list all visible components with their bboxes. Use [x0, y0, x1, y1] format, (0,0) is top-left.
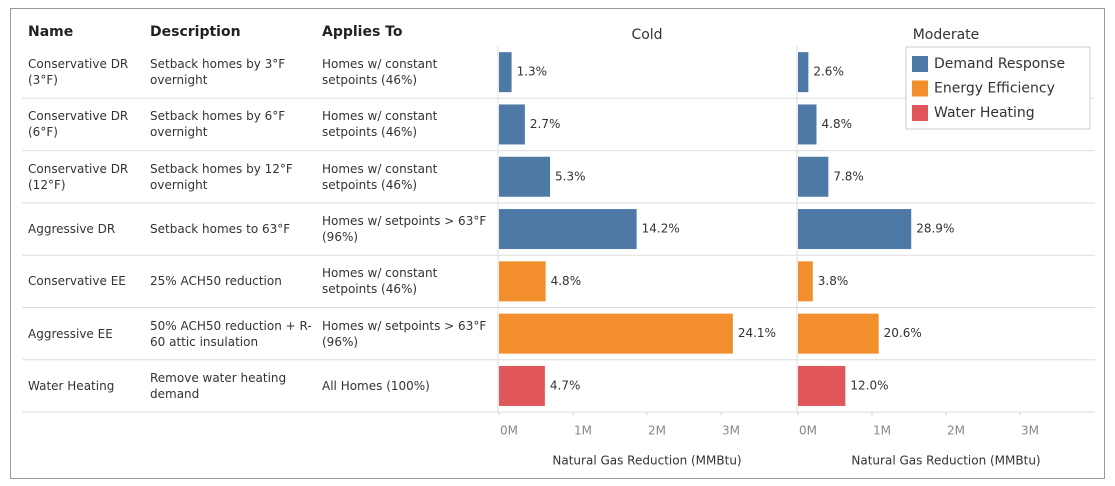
- bar: [499, 156, 551, 197]
- bar-label: 3.8%: [818, 274, 849, 288]
- row-applies-to: Homes w/ constant setpoints (46%): [322, 266, 438, 297]
- row-description: 50% ACH50 reduction + R-60 attic insulat…: [150, 318, 312, 349]
- bar: [798, 313, 879, 354]
- row-description: 25% ACH50 reduction: [150, 274, 282, 289]
- legend-swatch: [912, 105, 928, 121]
- legend-label: Energy Efficiency: [934, 81, 1055, 97]
- row-name: Conservative DR (12°F): [28, 161, 129, 192]
- x-tick-label: 0M: [500, 424, 518, 438]
- row-applies-to: Homes w/ constant setpoints (46%): [322, 57, 438, 88]
- row-applies-to: Homes w/ setpoints > 63°F (96%): [322, 318, 487, 349]
- column-header: Name: [28, 24, 74, 40]
- row-description: Remove water heating demand: [150, 370, 287, 401]
- bar-label: 4.8%: [551, 274, 582, 288]
- legend-box: [905, 46, 1091, 130]
- bar: [798, 261, 813, 302]
- bar-label: 4.8%: [822, 117, 853, 131]
- bar: [499, 313, 733, 354]
- bar: [798, 52, 809, 93]
- row-name: Aggressive DR: [28, 222, 116, 237]
- column-header: Applies To: [322, 24, 403, 40]
- row-applies-to: All Homes (100%): [322, 378, 430, 393]
- x-tick-label: 1M: [873, 424, 891, 438]
- legend-label: Demand Response: [934, 56, 1065, 72]
- bar-label: 14.2%: [642, 222, 680, 236]
- bar-label: 12.0%: [850, 378, 888, 392]
- bar-label: 2.6%: [813, 65, 844, 79]
- bar-label: 24.1%: [738, 326, 776, 340]
- column-header: Description: [150, 24, 241, 40]
- row-name: Conservative DR (3°F): [28, 57, 129, 88]
- x-tick-label: 2M: [947, 424, 965, 438]
- bar: [499, 104, 525, 145]
- x-tick-label: 3M: [1021, 424, 1039, 438]
- bar: [798, 104, 817, 145]
- x-tick-label: 0M: [799, 424, 817, 438]
- frame: [10, 8, 1105, 479]
- row-name: Water Heating: [28, 378, 115, 393]
- bar-label: 5.3%: [555, 169, 586, 183]
- bar: [499, 261, 546, 302]
- row-applies-to: Homes w/ constant setpoints (46%): [322, 161, 438, 192]
- legend-swatch: [912, 56, 928, 72]
- bar-label: 2.7%: [530, 117, 561, 131]
- panel-title: Moderate: [913, 27, 980, 43]
- panel-title: Cold: [631, 27, 662, 43]
- bar: [499, 52, 512, 93]
- x-axis-title: Natural Gas Reduction (MMBtu): [851, 454, 1040, 468]
- row-name: Aggressive EE: [28, 326, 113, 341]
- bar-label: 1.3%: [517, 65, 548, 79]
- row-description: Setback homes by 12°F overnight: [150, 161, 293, 192]
- x-axis-title: Natural Gas Reduction (MMBtu): [552, 454, 741, 468]
- x-tick-label: 2M: [648, 424, 666, 438]
- row-description: Setback homes to 63°F: [150, 222, 291, 237]
- bar: [798, 209, 912, 250]
- x-tick-label: 1M: [574, 424, 592, 438]
- legend-swatch: [912, 80, 928, 97]
- row-name: Conservative EE: [28, 274, 126, 289]
- bar-label: 20.6%: [884, 326, 922, 340]
- bar-label: 4.7%: [550, 378, 581, 392]
- row-name: Conservative DR (6°F): [28, 109, 129, 140]
- bar: [798, 365, 846, 406]
- bar-label: 28.9%: [916, 222, 954, 236]
- x-tick-label: 3M: [722, 424, 740, 438]
- bar-label: 7.8%: [833, 169, 864, 183]
- bar: [499, 365, 545, 406]
- row-description: Setback homes by 3°F overnight: [150, 57, 286, 88]
- legend-label: Water Heating: [934, 105, 1035, 121]
- row-description: Setback homes by 6°F overnight: [150, 109, 286, 140]
- row-applies-to: Homes w/ setpoints > 63°F (96%): [322, 214, 487, 245]
- bar: [798, 156, 829, 197]
- row-applies-to: Homes w/ constant setpoints (46%): [322, 109, 438, 140]
- bar: [499, 209, 637, 250]
